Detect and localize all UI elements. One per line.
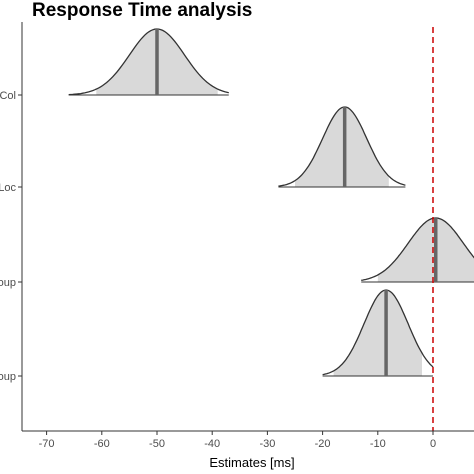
y-tick-label: Col <box>0 90 16 102</box>
x-tick-label: -70 <box>39 438 55 450</box>
y-tick-label: oup <box>0 277 16 289</box>
ridge-3 <box>361 217 474 283</box>
ridge-outline <box>278 106 406 187</box>
ridges-layer <box>68 28 474 377</box>
x-tick-label: -20 <box>315 438 331 450</box>
ridge-4 <box>322 289 434 377</box>
ridge-outline <box>322 289 434 376</box>
x-tick-label: 0 <box>430 438 436 450</box>
ridge-2 <box>278 106 406 188</box>
ridge-1 <box>68 28 229 96</box>
y-tick-label: Loc <box>0 182 16 194</box>
ridge-outline <box>68 28 229 96</box>
ridge-outline <box>361 217 474 281</box>
axes-layer: -70 -60 -50 -40 -30 -20 -10 0 Col Loc oup oup <box>0 22 474 450</box>
y-tick-label: oup <box>0 371 16 383</box>
x-axis-title: Estimates [ms] <box>209 455 294 470</box>
x-tick-label: -30 <box>259 438 275 450</box>
ridge-interval-fill <box>295 107 389 187</box>
x-tick-label: -60 <box>94 438 110 450</box>
x-tick-label: -10 <box>370 438 386 450</box>
chart-title: Response Time analysis <box>32 0 252 21</box>
ridge-interval-fill <box>377 218 474 282</box>
ridge-interval-fill <box>333 290 422 376</box>
x-tick-label: -50 <box>149 438 165 450</box>
x-tick-label: -40 <box>204 438 220 450</box>
